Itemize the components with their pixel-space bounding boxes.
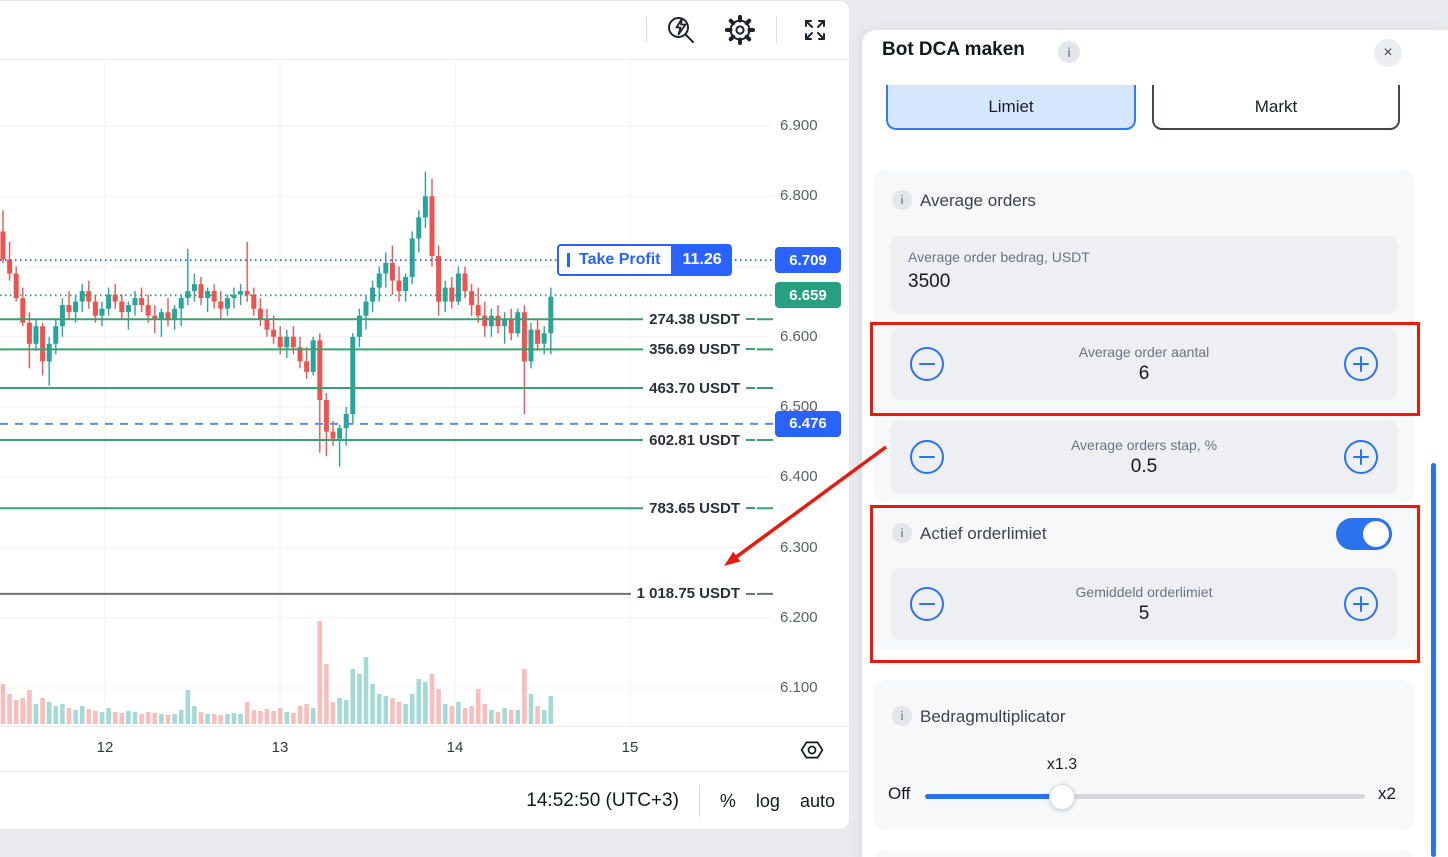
info-icon[interactable]: i	[892, 190, 912, 210]
tp-drag-handle	[567, 253, 570, 268]
price-tick: 6.200	[780, 608, 818, 626]
info-icon[interactable]: i	[892, 706, 912, 726]
take-profit-label: Take Profit	[579, 251, 661, 269]
log-scale-button[interactable]: log	[755, 790, 780, 811]
level-line-stub	[746, 507, 755, 510]
status-divider	[698, 785, 700, 817]
time-tick: 14	[446, 739, 464, 756]
price-tick: 6.500	[780, 398, 818, 415]
amount-multiplier-section: i Bedragmultiplicator x1.3 Off x2	[874, 680, 1414, 830]
price-tick: 6.100	[780, 679, 818, 696]
level-line-stub	[746, 592, 755, 595]
multiplier-slider-track[interactable]	[925, 794, 1365, 799]
field-label: Average order bedrag, USDT	[908, 249, 1090, 265]
multiplier-slider-thumb[interactable]	[1049, 784, 1075, 810]
slider-fill	[925, 794, 1061, 799]
take-profit-value: 11.26	[672, 244, 732, 277]
level-line-stub	[746, 348, 755, 351]
price-level-label: 356.69 USDT	[643, 339, 757, 360]
chart-plot-area[interactable]: Take Profit 11.26 274.38 USDT 356.69 USDT…	[0, 59, 773, 726]
plus-icon[interactable]	[1344, 347, 1378, 381]
price-badge: 6.476	[775, 410, 841, 437]
price-tick: 6.400	[780, 468, 818, 486]
chart-card: Take Profit 11.26 274.38 USDT 356.69 USDT…	[0, 0, 850, 830]
auto-scale-button[interactable]: auto	[799, 790, 835, 811]
dca-bot-panel: Bot DCA maken i × Limiet Markt i Average…	[862, 30, 1448, 857]
panel-scrollbar[interactable]	[1431, 463, 1436, 857]
stepper-label: Gemiddeld orderlimiet	[1075, 583, 1213, 600]
time-axis[interactable]: 12 13 14 15	[0, 726, 849, 772]
tab-markt[interactable]: Markt	[1152, 85, 1400, 130]
price-tick: 6.900	[780, 117, 818, 134]
price-level-label: 783.65 USDT	[643, 498, 757, 519]
price-level-label: 1 018.75 USDT	[630, 583, 757, 604]
plus-icon[interactable]	[1344, 587, 1378, 621]
level-line-stub	[746, 439, 755, 442]
toolbar-separator	[776, 17, 777, 43]
section-title: Average orders	[920, 191, 1036, 210]
price-badge: 6.659	[775, 282, 841, 309]
time-tick: 12	[96, 739, 114, 756]
chart-toolbar	[0, 1, 849, 60]
multiplier-min-label: Off	[888, 784, 911, 803]
price-tick: 6.300	[780, 538, 818, 556]
price-level-label: 463.70 USDT	[643, 378, 757, 399]
price-tick: 6.600	[780, 327, 818, 345]
average-order-limit-stepper: Gemiddeld orderlimiet 5	[890, 568, 1398, 640]
price-axis[interactable]: 6.900 6.800 6.600 6.500 6.400 6.300 6.200 6.100…	[773, 59, 849, 726]
tab-limiet[interactable]: Limiet	[886, 85, 1136, 130]
close-icon[interactable]: ×	[1374, 39, 1402, 67]
minus-icon[interactable]	[910, 347, 944, 381]
active-order-limit-section: i Actief orderlimiet Gemiddeld orderlimi…	[874, 510, 1414, 650]
stepper-value[interactable]: 0.5	[1130, 455, 1158, 477]
price-badge: 6.709	[775, 247, 841, 274]
average-order-count-stepper: Average order aantal 6	[890, 328, 1398, 400]
info-icon[interactable]: i	[892, 523, 912, 543]
chart-status-bar: 14:52:50 (UTC+3) % log auto	[0, 771, 849, 830]
price-tick: 6.800	[780, 187, 818, 205]
section-title: Actief orderlimiet	[920, 524, 1047, 543]
stepper-value[interactable]: 6	[1138, 362, 1150, 384]
level-line-stub	[746, 387, 755, 390]
price-level-label: 602.81 USDT	[643, 430, 757, 451]
average-order-step-stepper: Average orders stap, % 0.5	[890, 420, 1398, 494]
minus-icon[interactable]	[910, 440, 944, 474]
toolbar-separator	[646, 17, 647, 43]
stepper-label: Average order aantal	[1078, 343, 1210, 360]
average-orders-section: i Average orders Average order bedrag, U…	[874, 170, 1414, 502]
toggle-knob	[1363, 521, 1389, 547]
active-order-limit-toggle[interactable]	[1336, 518, 1392, 550]
time-tick: 15	[621, 739, 639, 756]
section-title: Bedragmultiplicator	[920, 707, 1066, 726]
level-line-stub	[746, 318, 755, 321]
price-level-label: 274.38 USDT	[643, 309, 757, 330]
multiplier-max-label: x2	[1378, 784, 1396, 803]
stepper-value[interactable]: 5	[1138, 602, 1150, 624]
hexagon-settings-icon[interactable]	[797, 735, 827, 765]
time-tick: 13	[271, 739, 289, 756]
plus-icon[interactable]	[1344, 440, 1378, 474]
minus-icon[interactable]	[910, 587, 944, 621]
multiplier-value-label: x1.3	[1046, 756, 1078, 773]
clock-label: 14:52:50 (UTC+3)	[526, 790, 679, 811]
info-icon[interactable]: i	[1058, 41, 1080, 63]
fullscreen-icon[interactable]	[794, 11, 836, 49]
next-section-partial	[874, 850, 1414, 857]
take-profit-label-box: Take Profit	[557, 244, 673, 277]
percent-scale-button[interactable]: %	[719, 790, 736, 811]
take-profit-badge[interactable]: Take Profit 11.26	[557, 244, 732, 277]
field-value[interactable]: 3500	[908, 271, 951, 292]
order-type-tabs: Limiet Markt	[886, 85, 1400, 130]
flash-search-icon[interactable]	[660, 11, 702, 49]
average-order-amount-field[interactable]: Average order bedrag, USDT 3500	[890, 236, 1398, 314]
gear-icon[interactable]	[719, 11, 761, 49]
panel-title: Bot DCA maken	[882, 39, 1025, 60]
stepper-label: Average orders stap, %	[1070, 436, 1218, 453]
